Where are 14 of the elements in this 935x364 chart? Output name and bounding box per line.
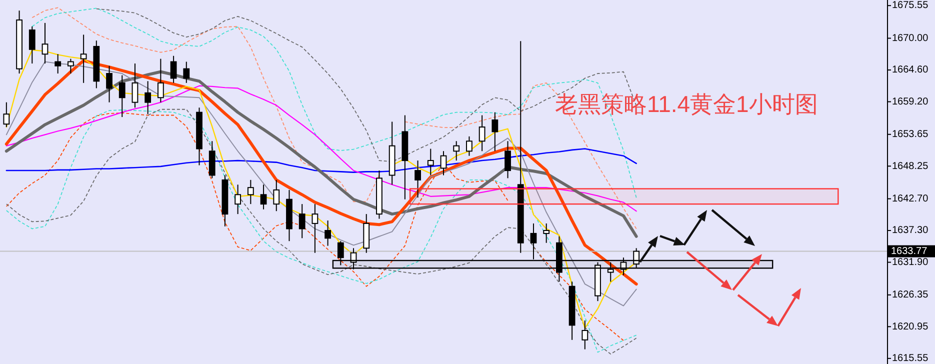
y-tick-label: 1648.25 (892, 160, 929, 172)
y-tick-label: 1653.65 (892, 129, 929, 140)
y-tick-label: 1659.20 (892, 96, 929, 108)
y-tick-label: 1631.90 (892, 256, 929, 268)
y-tick-label: 1637.30 (892, 225, 929, 236)
y-tick-label: 1642.70 (892, 193, 929, 204)
y-tick-label: 1615.55 (892, 353, 929, 364)
y-tick-label: 1670.00 (892, 32, 929, 44)
y-tick-label: 1675.55 (892, 0, 929, 12)
y-tick-label: 1620.95 (892, 321, 929, 332)
y-tick-label: 1626.35 (892, 290, 929, 301)
y-tick-label: 1664.60 (892, 64, 929, 76)
ref-line-label: 1633.77 (891, 246, 928, 257)
text: 老黑策略11.4黄金1小时图 (555, 91, 818, 117)
